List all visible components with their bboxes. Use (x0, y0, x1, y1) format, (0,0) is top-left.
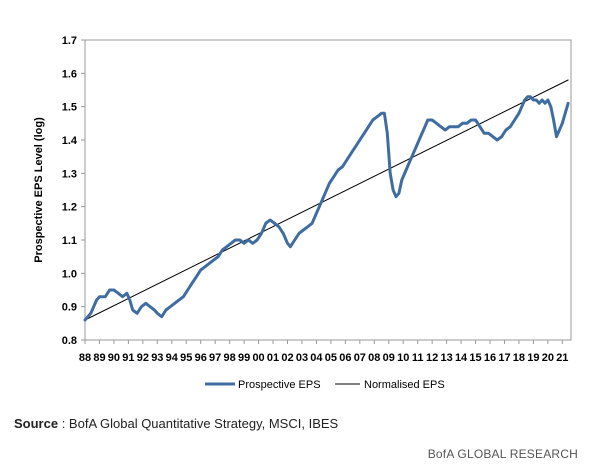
x-tick-label: 94 (166, 352, 179, 364)
x-tick-label: 96 (195, 352, 207, 364)
y-tick-label: 1.1 (62, 235, 77, 247)
x-tick-label: 89 (93, 352, 105, 364)
x-axis: 88 89 90 91 92 93 94 95 96 97 98 99 00 01 02 03 04 05 06 07… (79, 340, 568, 364)
legend: Prospective EPS Normalised EPS (205, 379, 445, 391)
x-tick-label: 01 (267, 352, 279, 364)
source-note: Source : BofA Global Quantitative Strate… (14, 416, 338, 431)
publisher-footer: BofA GLOBAL RESEARCH (427, 447, 578, 461)
y-tick-label: 0.8 (62, 335, 77, 347)
series-layer (83, 79, 570, 322)
x-tick-label: 90 (108, 352, 120, 364)
source-text: : BofA Global Quantitative Strategy, MSC… (61, 416, 339, 431)
x-tick-label: 92 (137, 352, 149, 364)
x-tick-label: 98 (224, 352, 236, 364)
x-tick-label: 11 (412, 352, 424, 364)
series-line-normalised-eps (84, 79, 569, 321)
y-tick-label: 1.4 (62, 135, 78, 147)
y-tick-label: 1.6 (62, 68, 77, 80)
x-tick-label: 00 (252, 352, 264, 364)
source-label: Source (14, 416, 59, 431)
y-tick-label: 0.9 (62, 302, 77, 314)
x-tick-label: 99 (238, 352, 250, 364)
x-tick-label: 91 (122, 352, 134, 364)
x-tick-label: 93 (151, 352, 163, 364)
x-tick-label: 14 (455, 352, 468, 364)
x-tick-label: 19 (527, 352, 539, 364)
y-axis: 0.8 0.9 1.0 1.1 1.2 1.3 1.4 1.5 1.6 1.7 (62, 35, 85, 347)
x-tick-label: 95 (180, 352, 192, 364)
x-tick-label: 12 (426, 352, 438, 364)
y-tick-label: 1.2 (62, 202, 77, 214)
x-tick-label: 06 (339, 352, 351, 364)
x-tick-label: 07 (354, 352, 366, 364)
x-tick-label: 03 (296, 352, 308, 364)
x-tick-label: 02 (281, 352, 293, 364)
x-tick-label: 20 (542, 352, 554, 364)
x-tick-label: 88 (79, 352, 91, 364)
x-tick-label: 09 (383, 352, 395, 364)
y-tick-label: 1.5 (62, 102, 77, 114)
x-tick-label: 17 (498, 352, 510, 364)
x-tick-label: 13 (440, 352, 452, 364)
legend-label-normalised-eps: Normalised EPS (364, 379, 445, 391)
y-tick-label: 1.0 (62, 268, 77, 280)
x-tick-label: 15 (469, 352, 481, 364)
x-tick-label: 18 (513, 352, 525, 364)
x-tick-label: 05 (325, 352, 337, 364)
x-tick-label: 21 (556, 352, 568, 364)
x-tick-label: 04 (310, 352, 323, 364)
series-line-prospective-eps (83, 95, 570, 322)
plot-area-border (84, 39, 572, 341)
y-tick-label: 1.7 (62, 35, 77, 47)
x-tick-label: 97 (209, 352, 221, 364)
y-axis-label: Prospective EPS Level (log) (33, 117, 45, 263)
x-tick-label: 10 (397, 352, 409, 364)
y-tick-label: 1.3 (62, 168, 77, 180)
x-tick-label: 08 (368, 352, 380, 364)
x-tick-label: 16 (484, 352, 496, 364)
legend-label-prospective-eps: Prospective EPS (238, 379, 321, 391)
